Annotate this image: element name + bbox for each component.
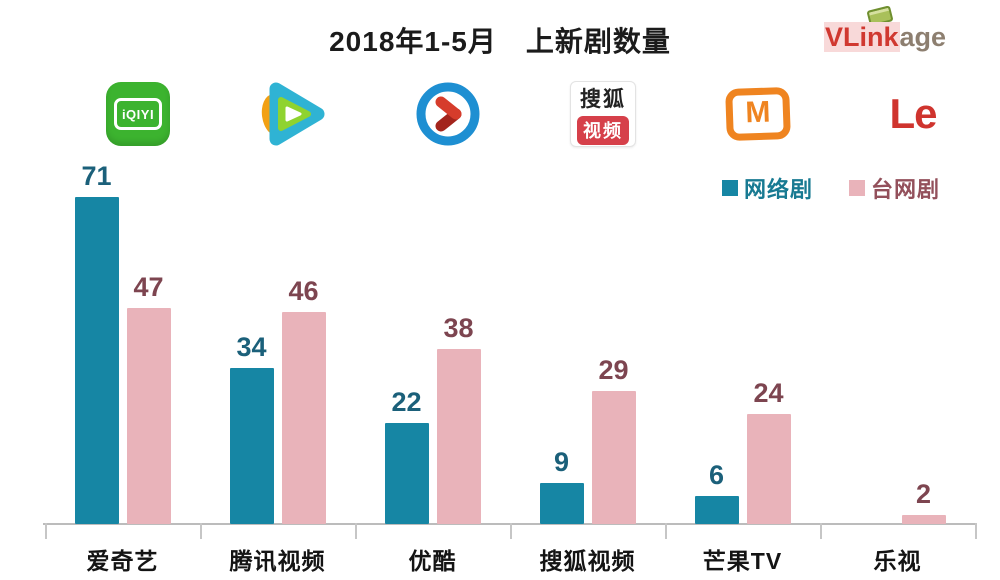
vlinkage-vlink-text: VLink	[824, 22, 900, 52]
x-axis-label-1: 腾讯视频	[229, 548, 326, 574]
bar-value-webdrama-2: 22	[391, 387, 422, 417]
sohu-video-text: 视频	[577, 116, 629, 145]
bar-tvdrama-2	[436, 349, 481, 524]
bar-value-tvdrama-1: 46	[288, 276, 319, 306]
x-axis-label-0: 爱奇艺	[86, 548, 159, 574]
bar-value-webdrama-4: 6	[708, 460, 725, 490]
tencent-video-logo-icon	[261, 82, 325, 146]
bar-value-tvdrama-2: 38	[443, 313, 474, 343]
bar-value-tvdrama-0: 47	[133, 272, 164, 302]
x-axis-tick-0	[45, 523, 47, 539]
letv-logo-icon: Le	[889, 90, 937, 137]
sohu-video-logo-icon: 搜狐 视频	[570, 81, 636, 147]
x-axis-tick-2	[355, 523, 357, 539]
vlinkage-logo: VLinkage	[824, 5, 984, 64]
sohu-text: 搜狐	[580, 88, 626, 111]
letv-logo: Le	[889, 76, 937, 152]
bar-value-tvdrama-3: 29	[598, 355, 629, 385]
bar-value-webdrama-3: 9	[553, 447, 570, 477]
bar-tvdrama-1	[281, 312, 326, 524]
bar-value-webdrama-0: 71	[81, 161, 112, 191]
bar-tvdrama-5	[901, 515, 946, 524]
iqiyi-logo: iQIYI	[106, 76, 170, 152]
tencent-video-logo	[256, 76, 330, 152]
x-axis-tick-4	[665, 523, 667, 539]
x-axis-label-2: 优酷	[408, 548, 457, 574]
x-axis-tick-3	[510, 523, 512, 539]
bar-value-tvdrama-4: 24	[753, 378, 784, 408]
legend-swatch-tvdrama	[849, 180, 866, 196]
bar-tvdrama-3	[591, 391, 636, 524]
youku-logo-icon	[416, 82, 480, 146]
bar-webdrama-0	[74, 197, 119, 524]
bar-value-tvdrama-5: 2	[915, 479, 932, 509]
bar-tvdrama-0	[126, 308, 171, 524]
x-axis-tick-1	[200, 523, 202, 539]
iqiyi-wordmark: iQIYI	[114, 98, 162, 130]
bar-webdrama-3	[539, 483, 584, 524]
bar-value-webdrama-1: 34	[236, 332, 267, 362]
iqiyi-logo-icon: iQIYI	[106, 82, 170, 146]
bar-tvdrama-4	[746, 414, 791, 524]
vlinkage-wordmark: VLinkage	[824, 22, 946, 53]
youku-logo	[414, 76, 482, 152]
bar-webdrama-4	[694, 496, 739, 524]
sohu-video-logo: 搜狐 视频	[570, 76, 636, 152]
x-axis-tick-6	[975, 523, 977, 539]
bar-webdrama-1	[229, 368, 274, 524]
legend-label-webdrama: 网络剧	[744, 177, 814, 202]
legend-item-tvdrama: 台网剧	[849, 172, 940, 204]
x-axis-tick-5	[820, 523, 822, 539]
legend: 网络剧 台网剧	[722, 172, 940, 204]
bar-webdrama-2	[384, 423, 429, 524]
legend-label-tvdrama: 台网剧	[871, 177, 941, 202]
legend-item-webdrama: 网络剧	[722, 172, 813, 204]
x-axis-label-3: 搜狐视频	[539, 548, 636, 574]
x-axis-label-4: 芒果TV	[702, 548, 783, 574]
x-axis-label-5: 乐视	[873, 548, 922, 574]
legend-swatch-webdrama	[722, 180, 738, 196]
vlinkage-age-text: age	[899, 22, 947, 52]
page-title: 2018年1-5月 上新剧数量	[329, 26, 671, 57]
